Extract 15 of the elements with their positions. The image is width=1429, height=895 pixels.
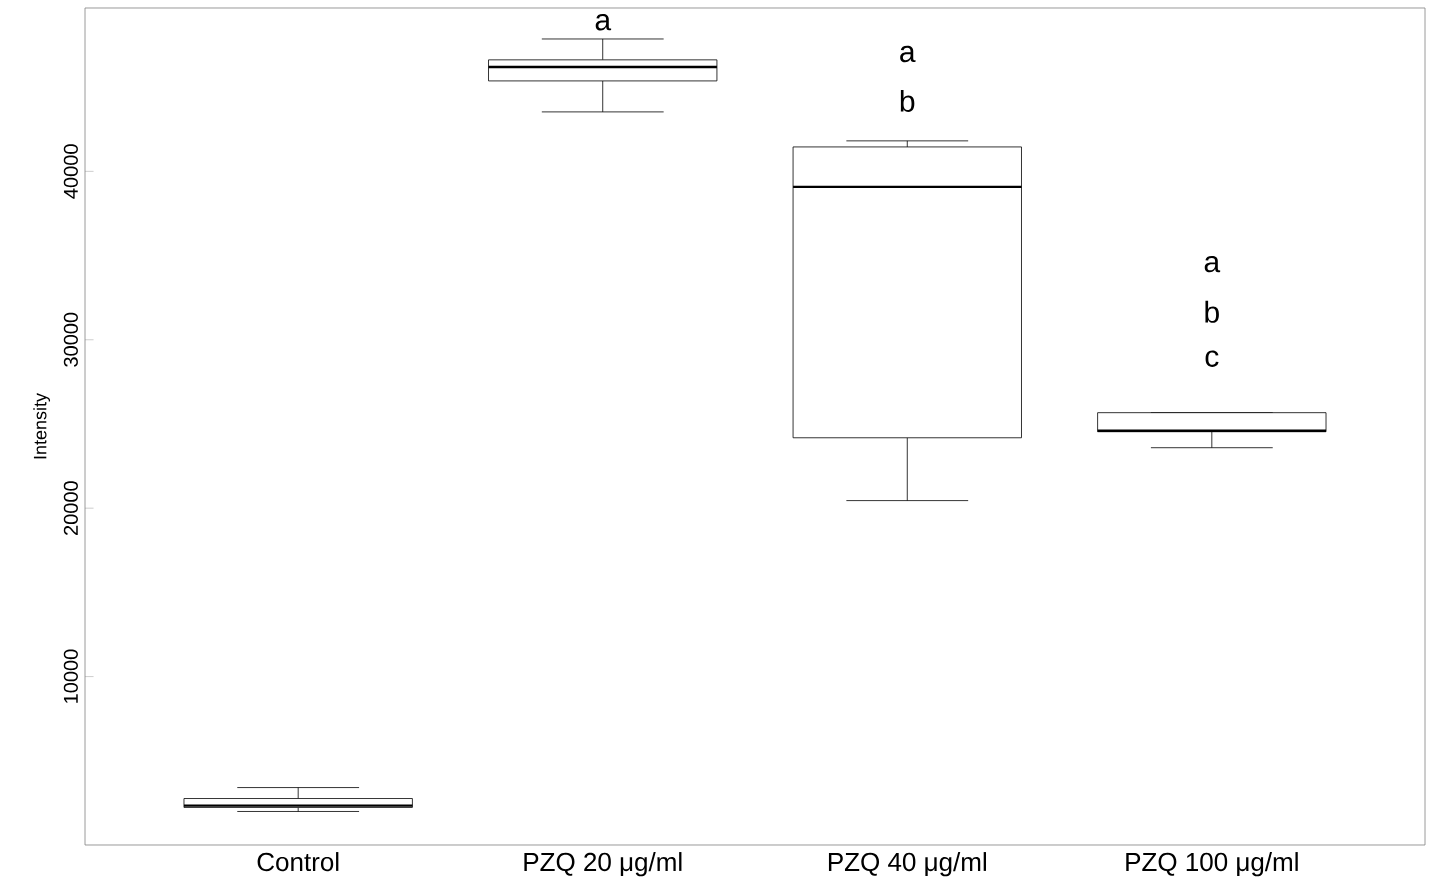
annotation: a bbox=[595, 14, 612, 31]
x-tick-label: Control bbox=[257, 852, 339, 872]
annotation: c bbox=[1205, 350, 1219, 367]
annotation: b bbox=[900, 89, 915, 112]
y-tick-label: 20000 bbox=[63, 481, 78, 535]
annotation: a bbox=[900, 45, 916, 63]
y-tick-label: 30000 bbox=[63, 312, 78, 367]
annotation: b bbox=[1205, 300, 1219, 323]
y-tick-label: 10000 bbox=[63, 649, 78, 703]
x-tick-label: PZQ 20 μg/ml bbox=[524, 852, 682, 877]
x-tick-label: PZQ 100 μg/ml bbox=[1126, 852, 1298, 877]
y-tick-label: 40000 bbox=[63, 144, 78, 199]
annotation: a bbox=[1204, 255, 1221, 273]
x-tick-label: PZQ 40 μg/ml bbox=[828, 852, 986, 877]
y-axis-title: Intensity bbox=[33, 393, 51, 459]
